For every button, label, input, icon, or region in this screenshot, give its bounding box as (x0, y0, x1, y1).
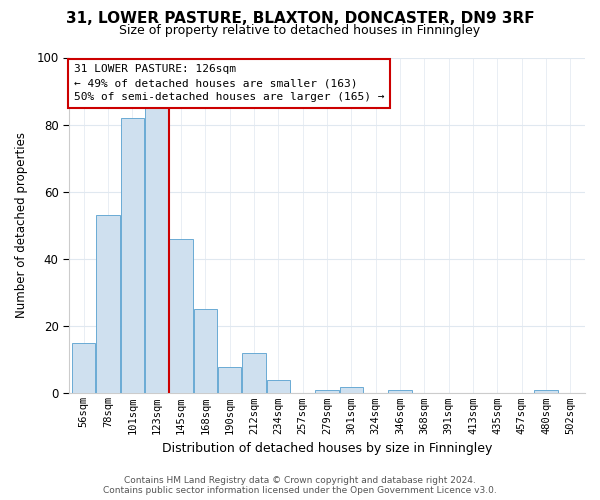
Text: Contains HM Land Registry data © Crown copyright and database right 2024.
Contai: Contains HM Land Registry data © Crown c… (103, 476, 497, 495)
Bar (218, 366, 241, 394)
Bar (267, 380, 290, 394)
Bar (169, 239, 193, 394)
X-axis label: Distribution of detached houses by size in Finningley: Distribution of detached houses by size … (162, 442, 492, 455)
Bar (194, 310, 217, 394)
Bar (97, 216, 119, 394)
Bar (121, 118, 144, 394)
Y-axis label: Number of detached properties: Number of detached properties (15, 132, 28, 318)
Bar (242, 353, 266, 394)
Text: 31 LOWER PASTURE: 126sqm
← 49% of detached houses are smaller (163)
50% of semi-: 31 LOWER PASTURE: 126sqm ← 49% of detach… (74, 64, 385, 102)
Bar (72, 343, 95, 394)
Bar (535, 390, 557, 394)
Text: Size of property relative to detached houses in Finningley: Size of property relative to detached ho… (119, 24, 481, 37)
Bar (388, 390, 412, 394)
Bar (145, 108, 168, 394)
Bar (340, 386, 363, 394)
Text: 31, LOWER PASTURE, BLAXTON, DONCASTER, DN9 3RF: 31, LOWER PASTURE, BLAXTON, DONCASTER, D… (65, 11, 535, 26)
Bar (316, 390, 338, 394)
